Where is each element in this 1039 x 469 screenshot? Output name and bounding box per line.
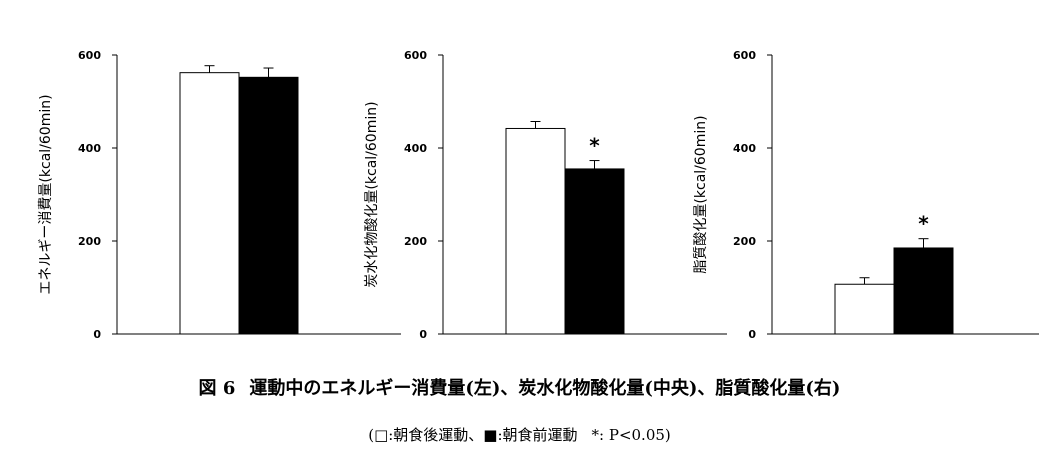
chart-panel-1: 0 200 400 600 エネルギー消費量(kcal/60min) (38, 49, 401, 341)
y-tick-label: 0 (93, 328, 101, 341)
y-tick-label: 600 (733, 49, 756, 62)
significance-marker: * (589, 134, 600, 158)
bar (834, 283, 895, 335)
bar (505, 127, 566, 335)
y-tick-label: 400 (733, 142, 756, 155)
bar (564, 168, 625, 335)
figure-label: 図 6 (198, 378, 236, 399)
y-tick-label: 600 (404, 49, 427, 62)
charts-area: 0 200 400 600 エネルギー消費量(kcal/60min) 0 200 400 600… (38, 49, 1039, 341)
figure-caption: 図 6 運動中のエネルギー消費量(左)、炭水化物酸化量(中央)、脂質酸化量(右) (0, 374, 1039, 400)
y-tick-label: 400 (78, 142, 101, 155)
y-tick-label: 600 (78, 49, 101, 62)
y-tick-label: 200 (404, 235, 427, 248)
y-tick-label: 200 (78, 235, 101, 248)
y-tick-label: 0 (419, 328, 427, 341)
y-axis-label: 脂質酸化量(kcal/60min) (693, 115, 709, 273)
bar (179, 72, 240, 335)
bar (238, 76, 299, 335)
chart-panel-3: 0 200 400 600 脂質酸化量(kcal/60min) * (693, 49, 1039, 341)
y-axis-label: 炭水化物酸化量(kcal/60min) (364, 101, 380, 287)
significance-note: *: P<0.05) (591, 426, 671, 444)
chart-panel-2: 0 200 400 600 炭水化物酸化量(kcal/60min) * (364, 49, 727, 341)
y-tick-label: 200 (733, 235, 756, 248)
y-tick-label: 400 (404, 142, 427, 155)
significance-marker: * (918, 212, 929, 236)
legend-caption: (□:朝食後運動、■:朝食前運動 *: P<0.05) (0, 424, 1039, 445)
bar (893, 247, 954, 335)
y-tick-label: 0 (748, 328, 756, 341)
y-axis-label: エネルギー消費量(kcal/60min) (38, 94, 54, 294)
figure-title: 運動中のエネルギー消費量(左)、炭水化物酸化量(中央)、脂質酸化量(右) (249, 378, 841, 399)
legend-text: (□:朝食後運動、■:朝食前運動 (368, 426, 578, 444)
